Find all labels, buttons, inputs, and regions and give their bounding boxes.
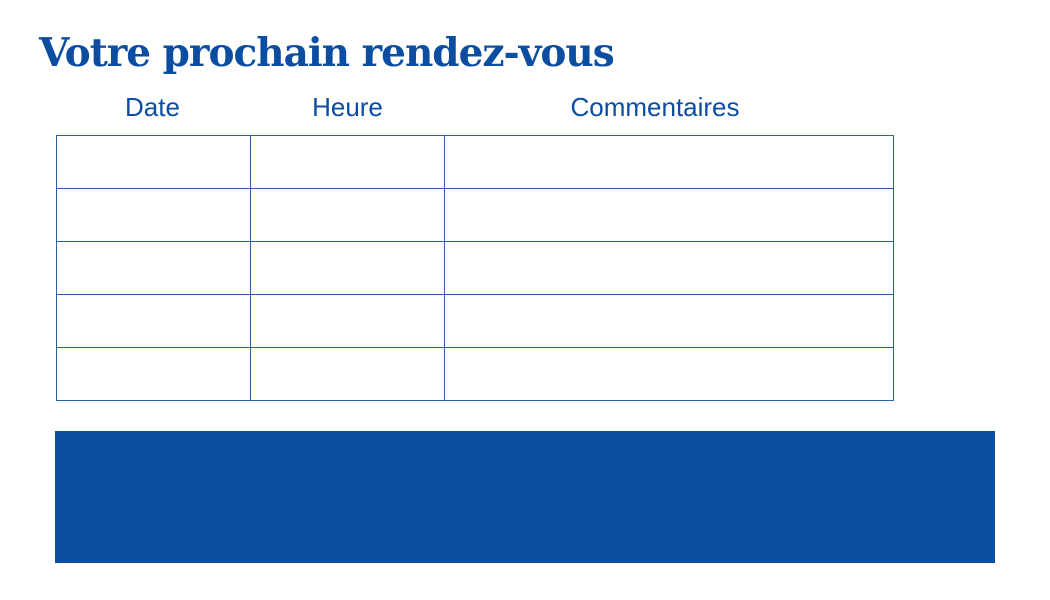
column-header-time: Heure (312, 92, 383, 122)
page-title: Votre prochain rendez-vous (39, 30, 615, 76)
comments-cell[interactable] (444, 188, 894, 242)
date-cell[interactable] (56, 347, 251, 401)
date-cell[interactable] (56, 241, 251, 295)
time-cell[interactable] (250, 135, 445, 189)
time-cell[interactable] (250, 347, 445, 401)
comments-cell[interactable] (444, 347, 894, 401)
table-row (56, 135, 894, 189)
date-cell[interactable] (56, 188, 251, 242)
appointment-table (56, 135, 894, 401)
date-cell[interactable] (56, 294, 251, 348)
column-header-comments: Commentaires (570, 92, 740, 122)
time-cell[interactable] (250, 188, 445, 242)
table-row (56, 241, 894, 295)
date-cell[interactable] (56, 135, 251, 189)
time-cell[interactable] (250, 241, 445, 295)
column-header-date: Date (125, 92, 180, 122)
table-row (56, 294, 894, 348)
comments-cell[interactable] (444, 241, 894, 295)
comments-cell[interactable] (444, 135, 894, 189)
table-row (56, 188, 894, 242)
table-row (56, 347, 894, 401)
comments-cell[interactable] (444, 294, 894, 348)
time-cell[interactable] (250, 294, 445, 348)
footer-band (55, 431, 995, 563)
